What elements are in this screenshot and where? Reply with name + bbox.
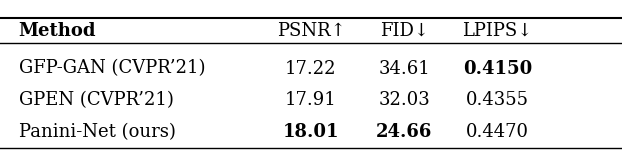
Text: GFP-GAN (CVPR’21): GFP-GAN (CVPR’21) — [19, 60, 205, 77]
Text: 0.4150: 0.4150 — [463, 60, 532, 77]
Text: 0.4355: 0.4355 — [466, 91, 529, 109]
Text: FID↓: FID↓ — [380, 22, 429, 40]
Text: Panini-Net (ours): Panini-Net (ours) — [19, 123, 175, 141]
Text: PSNR↑: PSNR↑ — [277, 22, 345, 40]
Text: LPIPS↓: LPIPS↓ — [462, 22, 533, 40]
Text: 17.22: 17.22 — [285, 60, 337, 77]
Text: Method: Method — [19, 22, 96, 40]
Text: 24.66: 24.66 — [376, 123, 432, 141]
Text: 0.4470: 0.4470 — [466, 123, 529, 141]
Text: 18.01: 18.01 — [283, 123, 339, 141]
Text: GPEN (CVPR’21): GPEN (CVPR’21) — [19, 91, 174, 109]
Text: 17.91: 17.91 — [285, 91, 337, 109]
Text: 34.61: 34.61 — [378, 60, 430, 77]
Text: 32.03: 32.03 — [378, 91, 430, 109]
